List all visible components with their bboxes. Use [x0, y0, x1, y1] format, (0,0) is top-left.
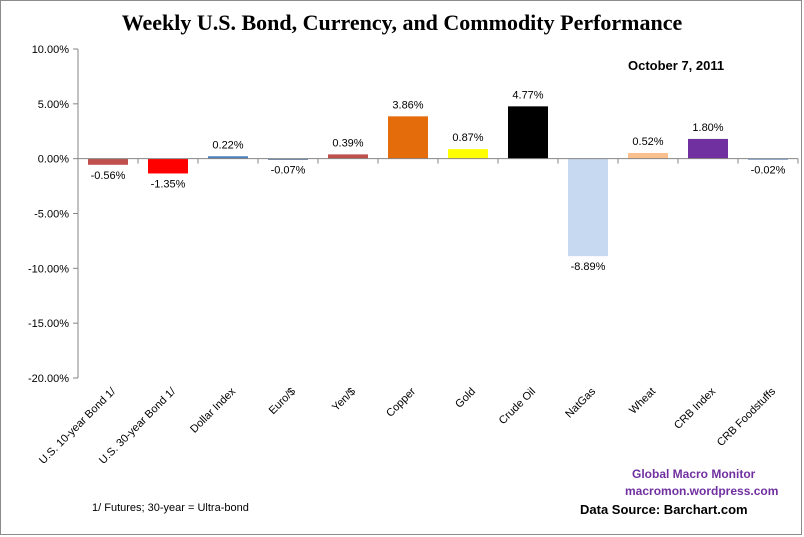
bar — [148, 158, 188, 174]
y-tick-label: -5.00% — [34, 209, 69, 221]
chart-date: October 7, 2011 — [628, 58, 725, 73]
bar — [628, 152, 668, 159]
category-label: CRB Foodstuffs — [715, 385, 779, 449]
data-label: 4.77% — [512, 89, 543, 101]
bar — [688, 138, 728, 159]
data-label: 1.80% — [692, 122, 723, 134]
bar — [88, 158, 128, 165]
y-axis: 10.00% 5.00% 0.00% -5.00% -10.00% -15.00% -20.… — [28, 44, 79, 385]
y-tick-label: -15.00% — [28, 318, 69, 330]
category-label: Euro/$ — [267, 386, 298, 417]
y-tick-label: -10.00% — [28, 263, 69, 275]
x-axis: U.S. 10-year Bond 1/U.S. 30-year Bond 1/… — [37, 158, 799, 467]
data-label: -8.89% — [571, 261, 606, 273]
y-tick-label: 10.00% — [32, 44, 70, 56]
chart-title: Weekly U.S. Bond, Currency, and Commodit… — [121, 10, 683, 35]
data-label: 0.52% — [632, 136, 663, 148]
data-label: 3.86% — [392, 99, 423, 111]
footnote: 1/ Futures; 30-year = Ultra-bond — [92, 502, 249, 514]
category-label: Dollar Index — [188, 385, 238, 435]
data-label: 0.39% — [332, 137, 363, 149]
data-label: -0.02% — [751, 165, 786, 177]
category-label: NatGas — [563, 385, 598, 420]
category-label: Yen/$ — [330, 386, 358, 414]
category-label: Crude Oil — [497, 386, 538, 427]
bar — [388, 116, 428, 159]
bar — [328, 154, 368, 159]
data-label: 0.22% — [212, 139, 243, 151]
bars: -0.56% -1.35% 0.22% -0.07% 0.39% 3.86% 0.87% 4.… — [88, 89, 788, 273]
category-label: Copper — [384, 385, 418, 419]
category-label: Gold — [453, 386, 478, 411]
category-label: CRB Index — [672, 385, 718, 431]
category-label: Wheat — [627, 386, 658, 417]
bar — [448, 149, 488, 159]
data-label: -0.07% — [271, 165, 306, 177]
y-tick-label: -20.00% — [28, 373, 69, 385]
bar — [208, 156, 248, 159]
bar — [568, 158, 608, 257]
data-label: -1.35% — [151, 178, 186, 190]
data-source: Data Source: Barchart.com — [580, 502, 748, 517]
brand-url: macromon.wordpress.com — [625, 484, 779, 498]
y-tick-label: 5.00% — [38, 99, 69, 111]
bar — [508, 106, 548, 159]
brand-name: Global Macro Monitor — [632, 467, 756, 481]
data-label: 0.87% — [452, 132, 483, 144]
y-tick-label: 0.00% — [38, 154, 69, 166]
data-label: -0.56% — [91, 170, 126, 182]
